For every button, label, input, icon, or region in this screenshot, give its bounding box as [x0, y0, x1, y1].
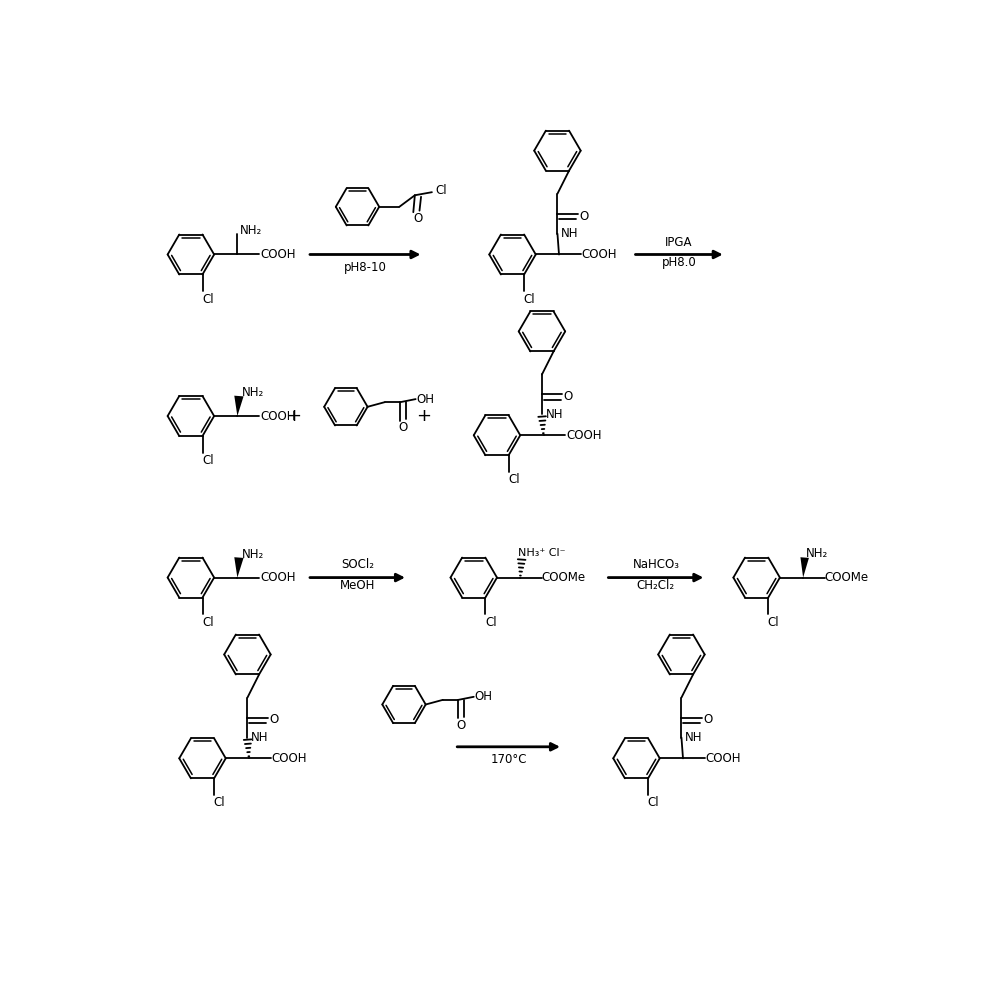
Text: O: O — [564, 391, 573, 404]
Text: IPGA: IPGA — [665, 236, 693, 249]
Text: O: O — [269, 713, 278, 726]
Text: COOH: COOH — [272, 752, 307, 765]
Text: Cl: Cl — [202, 455, 214, 468]
Polygon shape — [800, 557, 809, 577]
Text: NH₂: NH₂ — [806, 547, 828, 560]
Text: COOH: COOH — [706, 752, 741, 765]
Text: NH: NH — [546, 408, 563, 421]
Text: Cl: Cl — [202, 615, 214, 628]
Text: COOH: COOH — [260, 571, 295, 584]
Text: COOH: COOH — [260, 248, 295, 261]
Text: O: O — [457, 718, 466, 731]
Text: +: + — [416, 407, 431, 425]
Text: COOH: COOH — [582, 248, 617, 261]
Text: MeOH: MeOH — [340, 578, 375, 591]
Text: OH: OH — [416, 393, 434, 406]
Text: NaHCO₃: NaHCO₃ — [632, 558, 679, 571]
Polygon shape — [234, 396, 244, 416]
Text: Cl: Cl — [214, 796, 225, 809]
Text: O: O — [703, 713, 712, 726]
Text: CH₂Cl₂: CH₂Cl₂ — [637, 578, 675, 591]
Text: COOH: COOH — [260, 410, 295, 423]
Text: NH: NH — [685, 731, 703, 744]
Text: Cl: Cl — [768, 615, 779, 628]
Text: Cl: Cl — [648, 796, 659, 809]
Text: Cl: Cl — [435, 184, 447, 197]
Text: NH₂: NH₂ — [242, 548, 264, 561]
Text: Cl: Cl — [485, 615, 497, 628]
Text: SOCl₂: SOCl₂ — [341, 558, 374, 571]
Text: NH: NH — [561, 227, 579, 240]
Text: 170°C: 170°C — [490, 752, 527, 765]
Text: +: + — [286, 407, 301, 425]
Text: pH8-10: pH8-10 — [344, 261, 387, 274]
Text: NH₂: NH₂ — [242, 387, 264, 400]
Text: COOH: COOH — [566, 429, 602, 442]
Text: pH8.0: pH8.0 — [662, 256, 696, 269]
Text: NH₃⁺ Cl⁻: NH₃⁺ Cl⁻ — [518, 548, 566, 558]
Text: NH: NH — [251, 731, 269, 744]
Text: Cl: Cl — [508, 474, 520, 487]
Polygon shape — [234, 557, 244, 577]
Text: NH₂: NH₂ — [240, 224, 262, 237]
Text: O: O — [579, 210, 588, 223]
Text: O: O — [413, 212, 423, 225]
Text: O: O — [399, 421, 408, 435]
Text: Cl: Cl — [524, 293, 535, 306]
Text: OH: OH — [474, 690, 492, 703]
Text: COOMe: COOMe — [824, 571, 869, 584]
Text: Cl: Cl — [202, 293, 214, 306]
Text: COOMe: COOMe — [542, 571, 586, 584]
